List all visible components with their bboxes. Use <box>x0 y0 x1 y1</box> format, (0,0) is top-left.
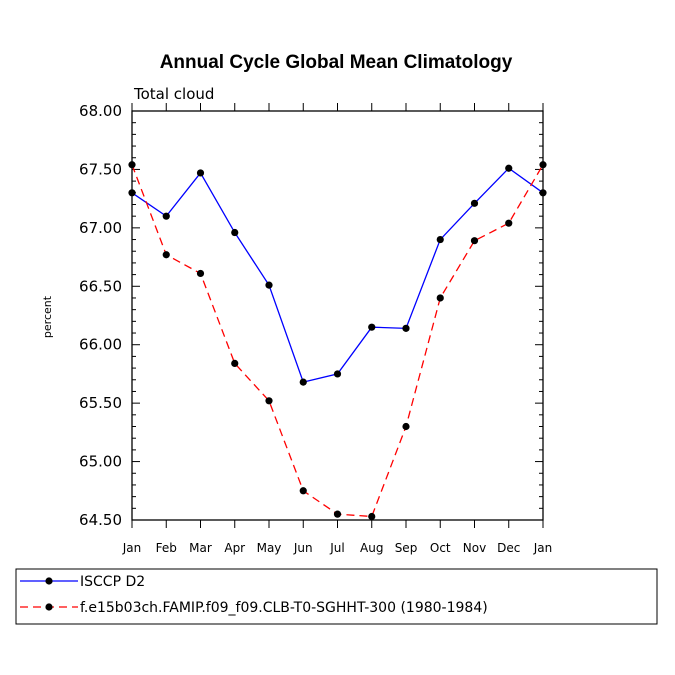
data-point <box>196 269 205 278</box>
data-point <box>470 199 479 207</box>
y-tick-label: 68.00 <box>79 102 122 120</box>
data-point <box>265 397 273 405</box>
series-line-2 <box>131 164 544 518</box>
x-tick-label: Apr <box>224 541 245 555</box>
y-tick-label: 67.50 <box>79 160 122 178</box>
x-tick-label: Mar <box>189 541 212 555</box>
series-line-1 <box>131 167 544 383</box>
data-point <box>128 161 136 169</box>
x-tick-label: Sep <box>395 541 418 555</box>
data-point <box>539 161 547 169</box>
legend-marker <box>45 603 53 611</box>
legend-label-2: f.e15b03ch.FAMIP.f09_f09.CLB-T0-SGHHT-30… <box>80 600 488 616</box>
y-tick-label: 65.50 <box>79 394 122 412</box>
y-tick-label: 65.00 <box>79 453 122 471</box>
x-tick-label: Jan <box>533 541 553 555</box>
y-tick-label: 67.00 <box>79 219 122 237</box>
data-point <box>470 237 479 245</box>
data-point <box>299 378 307 386</box>
data-point <box>196 169 205 177</box>
x-tick-label: Jun <box>293 541 313 555</box>
x-tick-label: Jan <box>122 541 142 555</box>
y-tick-label: 66.50 <box>79 277 122 295</box>
x-tick-label: Oct <box>430 541 451 555</box>
y-tick-label: 64.50 <box>79 511 122 529</box>
data-point <box>505 219 513 227</box>
plot-frame <box>131 110 544 521</box>
data-point <box>333 370 342 378</box>
chart-title: Annual Cycle Global Mean Climatology <box>160 52 513 73</box>
y-axis-label: percent <box>41 295 54 338</box>
data-point <box>265 281 273 289</box>
plot-area: 64.50 65.00 65.50 66.00 66.50 67.00 67.50 68.00… <box>79 102 552 555</box>
x-tick-label: Feb <box>156 541 177 555</box>
x-tick-label: Nov <box>463 541 486 555</box>
data-point <box>505 164 513 172</box>
data-point <box>128 189 136 197</box>
data-point <box>333 510 342 518</box>
x-tick-label: May <box>257 541 282 555</box>
data-point <box>231 228 239 237</box>
data-point <box>539 189 547 197</box>
chart-subtitle: Total cloud <box>133 85 214 103</box>
legend: ISCCP D2 f.e15b03ch.FAMIP.f09_f09.CLB-T0-… <box>15 568 658 625</box>
data-point <box>436 235 444 244</box>
data-point <box>402 324 410 332</box>
data-point <box>231 359 239 368</box>
data-point <box>402 422 410 431</box>
x-tick-label: Dec <box>497 541 520 555</box>
x-tick-label: Aug <box>360 541 383 555</box>
data-point <box>368 323 376 331</box>
data-point <box>368 512 376 521</box>
x-tick-label: Jul <box>329 541 344 555</box>
data-point <box>436 294 444 302</box>
data-point <box>162 212 170 220</box>
data-point <box>162 251 170 259</box>
y-tick-label: 66.00 <box>79 336 122 354</box>
data-point <box>299 487 307 495</box>
legend-label-1: ISCCP D2 <box>80 574 145 590</box>
legend-box <box>15 568 658 625</box>
legend-marker <box>45 577 53 585</box>
